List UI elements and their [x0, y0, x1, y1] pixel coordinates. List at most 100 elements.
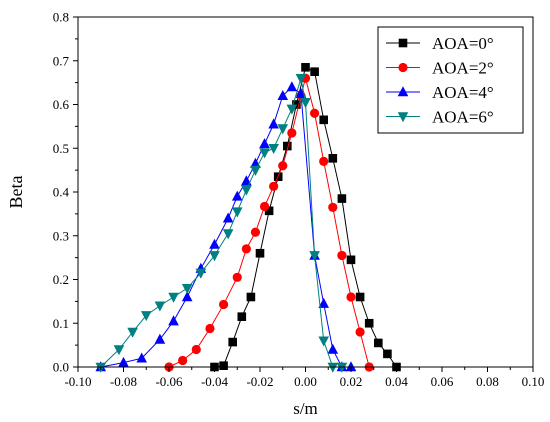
- data-point: [241, 244, 251, 254]
- data-point: [127, 327, 138, 338]
- data-point: [277, 89, 289, 101]
- data-point: [295, 87, 307, 98]
- x-tick-label: 0.02: [340, 374, 363, 389]
- data-point: [286, 81, 298, 92]
- data-point: [259, 138, 270, 149]
- x-tick-label: -0.02: [246, 374, 273, 389]
- data-point: [181, 283, 193, 295]
- data-point: [219, 299, 229, 310]
- data-point: [292, 100, 301, 109]
- data-point: [231, 207, 243, 218]
- data-point: [318, 297, 329, 308]
- data-point: [195, 268, 207, 279]
- x-tick-label: -0.04: [201, 374, 229, 389]
- data-point: [205, 323, 215, 334]
- y-tick-label: 0.4: [53, 185, 70, 200]
- data-point: [154, 301, 166, 312]
- data-point: [113, 345, 125, 356]
- data-point: [328, 154, 338, 163]
- data-point: [264, 206, 274, 216]
- data-point: [118, 356, 129, 367]
- legend-label: AOA=2°: [432, 59, 494, 78]
- y-tick-label: 0.1: [53, 316, 69, 331]
- data-point: [241, 175, 252, 186]
- data-point: [231, 190, 243, 201]
- x-tick-label: 0.00: [294, 374, 317, 389]
- data-point: [310, 67, 319, 76]
- data-point: [259, 201, 270, 212]
- data-point: [310, 108, 320, 118]
- data-point: [300, 98, 311, 109]
- data-point: [346, 255, 356, 265]
- data-point: [140, 311, 152, 322]
- series-3: [95, 73, 348, 373]
- data-point: [269, 181, 279, 191]
- data-point: [355, 292, 365, 302]
- data-point: [364, 318, 374, 328]
- x-tick-label: -0.06: [155, 374, 183, 389]
- legend-marker: [397, 112, 409, 123]
- y-tick-label: 0.2: [53, 272, 69, 287]
- data-point: [154, 333, 166, 344]
- data-point: [319, 156, 329, 166]
- data-point: [232, 272, 242, 282]
- data-point: [337, 250, 347, 261]
- data-point: [287, 128, 297, 138]
- data-point: [181, 291, 193, 302]
- y-tick-label: 0.8: [53, 10, 69, 25]
- data-point: [327, 343, 339, 354]
- y-axis-label: Beta: [6, 176, 26, 209]
- x-tick-label: -0.08: [110, 374, 137, 389]
- data-point: [374, 338, 383, 348]
- data-point: [241, 185, 252, 196]
- data-point: [268, 143, 279, 155]
- legend-label: AOA=0°: [432, 34, 494, 53]
- data-point: [246, 292, 256, 302]
- y-tick-label: 0.5: [53, 141, 69, 156]
- data-point: [301, 63, 310, 72]
- series-line: [100, 86, 351, 368]
- data-point: [255, 248, 265, 258]
- data-point: [268, 118, 279, 129]
- data-point: [191, 344, 201, 355]
- series-1: [164, 73, 374, 372]
- legend-marker: [397, 86, 409, 97]
- legend-marker: [398, 38, 408, 48]
- legend-marker: [398, 62, 408, 73]
- data-point: [219, 361, 228, 370]
- data-point: [283, 141, 292, 151]
- data-point: [336, 362, 348, 373]
- data-point: [168, 315, 179, 326]
- y-tick-label: 0.0: [53, 360, 69, 375]
- data-point: [319, 115, 328, 125]
- series-0: [210, 63, 401, 372]
- data-point: [222, 229, 234, 240]
- legend-label: AOA=4°: [432, 83, 494, 102]
- data-point: [209, 238, 220, 249]
- data-point: [168, 292, 179, 303]
- data-point: [250, 165, 261, 176]
- data-point: [278, 161, 288, 171]
- data-point: [327, 362, 339, 373]
- legend-item: AOA=6°: [386, 108, 494, 127]
- data-point: [136, 352, 147, 363]
- data-point: [345, 361, 357, 372]
- x-tick-label: 0.06: [431, 374, 454, 389]
- x-axis-label: s/m: [293, 399, 318, 418]
- x-tick-label: 0.10: [522, 374, 545, 389]
- data-point: [259, 148, 270, 159]
- legend-item: AOA=4°: [386, 83, 494, 102]
- data-point: [346, 292, 356, 302]
- y-tick-label: 0.3: [53, 228, 69, 243]
- y-tick-label: 0.6: [53, 97, 70, 112]
- data-point: [355, 327, 365, 337]
- data-point: [277, 124, 289, 135]
- x-tick-label: 0.08: [476, 374, 499, 389]
- data-point: [228, 337, 237, 347]
- legend-label: AOA=6°: [432, 108, 494, 127]
- series-layer: [95, 63, 401, 373]
- data-point: [237, 312, 247, 321]
- x-axis: -0.10 -0.08 -0.06 -0.04 -0.02 0.00 0.02 0.04 0.0…: [64, 367, 544, 389]
- data-point: [328, 202, 338, 212]
